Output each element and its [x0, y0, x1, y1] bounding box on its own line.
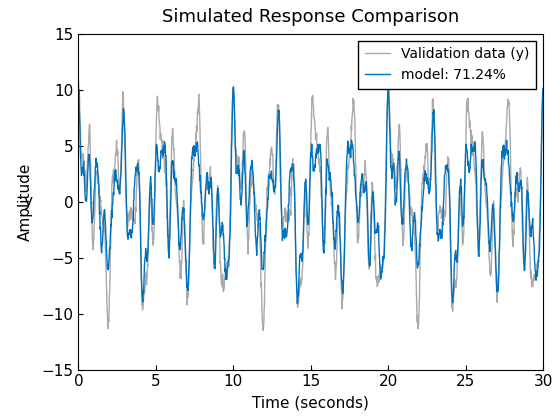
model: 71.24%: (3.54, -1.67): 71.24%: (3.54, -1.67) [130, 218, 137, 223]
model: 71.24%: (12.7, 2.46): 71.24%: (12.7, 2.46) [273, 171, 279, 176]
Title: Simulated Response Comparison: Simulated Response Comparison [162, 8, 459, 26]
Validation data (y) [75, 78, 82, 83]
Validation data (y) [291, 162, 297, 167]
model: 71.24%: (30, 10.1): 71.24%: (30, 10.1) [540, 86, 547, 91]
Line: Validation data (y): Validation data (y) [78, 80, 543, 331]
Y-axis label: y: y [23, 194, 32, 209]
model: 71.24%: (13.4, -2.54): 71.24%: (13.4, -2.54) [282, 228, 289, 233]
X-axis label: Time (seconds): Time (seconds) [253, 395, 369, 410]
Validation data (y) [540, 86, 547, 91]
Validation data (y) [130, 218, 137, 223]
Legend: Validation data (y), model: 71.24%: Validation data (y), model: 71.24% [358, 41, 536, 89]
model: 71.24%: (14.1, -9.09): 71.24%: (14.1, -9.09) [294, 301, 301, 306]
model: 71.24%: (17.1, -6.82): 71.24%: (17.1, -6.82) [340, 276, 347, 281]
Validation data (y) [340, 287, 347, 292]
model: 71.24%: (10, 10.2): 71.24%: (10, 10.2) [230, 85, 237, 90]
Line: model: 71.24%: model: 71.24% [78, 87, 543, 303]
Text: Amplitude: Amplitude [17, 163, 32, 241]
model: 71.24%: (2.32, 2): 71.24%: (2.32, 2) [111, 177, 118, 182]
Validation data (y) [282, 218, 289, 223]
Validation data (y) [273, 162, 279, 167]
Validation data (y) [260, 328, 267, 333]
model: 71.24%: (13.9, 1.9): 71.24%: (13.9, 1.9) [291, 178, 297, 183]
Validation data (y) [111, 166, 118, 171]
model: 71.24%: (0, 10.1): 71.24%: (0, 10.1) [75, 87, 82, 92]
